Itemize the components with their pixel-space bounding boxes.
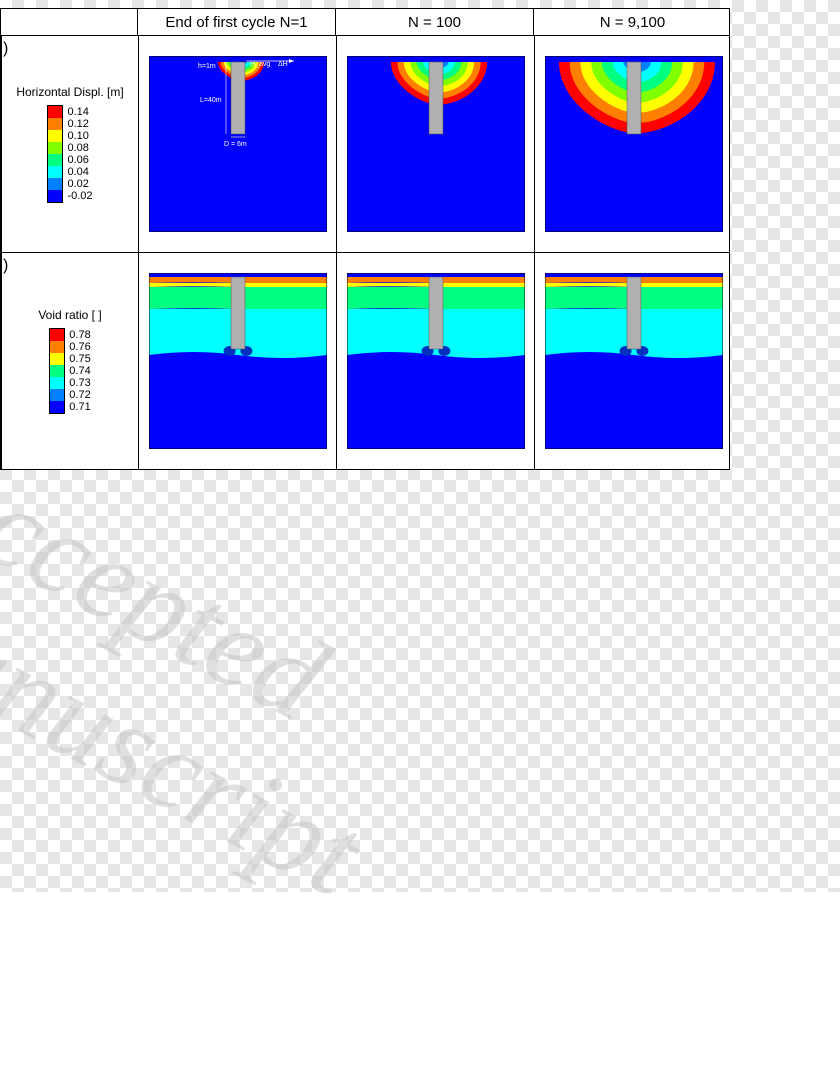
scale-label: 0.14 xyxy=(67,106,92,118)
scale-label: 0.73 xyxy=(69,377,90,389)
header-col-0: End of first cycle N=1 xyxy=(137,9,335,35)
plot-r0c1 xyxy=(336,36,534,252)
swatch xyxy=(48,166,62,178)
swatch xyxy=(48,190,62,202)
colorbar-1: 0.780.760.750.740.730.720.71 xyxy=(49,328,90,414)
scale-label: 0.06 xyxy=(67,154,92,166)
legend-displacement: Horizontal Displ. [m] 0.140.120.100.080.… xyxy=(1,36,138,252)
plot-r1c2 xyxy=(534,253,732,469)
scale-label: 0.02 xyxy=(67,178,92,190)
scale-label: 0.08 xyxy=(67,142,92,154)
swatch xyxy=(50,329,64,341)
swatch xyxy=(48,130,62,142)
swatch xyxy=(50,401,64,413)
swatch xyxy=(48,178,62,190)
swatch xyxy=(50,377,64,389)
scale-label: 0.04 xyxy=(67,166,92,178)
svg-text:h=1m: h=1m xyxy=(198,63,216,70)
figure-grid: End of first cycle N=1 N = 100 N = 9,100… xyxy=(0,8,730,470)
svg-text:L=40m: L=40m xyxy=(200,97,222,104)
plot-r1c1 xyxy=(336,253,534,469)
scale-label: 0.76 xyxy=(69,341,90,353)
swatch xyxy=(48,118,62,130)
scale-label: 0.75 xyxy=(69,353,90,365)
header-col-2: N = 9,100 xyxy=(533,9,731,35)
colorbar-0: 0.140.120.100.080.060.040.02-0.02 xyxy=(47,105,92,203)
row-displacement: ) Horizontal Displ. [m] 0.140.120.100.08… xyxy=(1,35,729,252)
scale-label: 0.74 xyxy=(69,365,90,377)
swatch xyxy=(50,341,64,353)
row-voidratio: ) Void ratio [ ] 0.780.760.750.740.730.7… xyxy=(1,252,729,469)
svg-text:H_avg: H_avg xyxy=(250,61,270,68)
swatch xyxy=(50,353,64,365)
legend-title-1: Void ratio [ ] xyxy=(38,308,101,322)
row-paren-0: ) xyxy=(3,40,8,58)
scale-label: 0.71 xyxy=(69,401,90,413)
scale-label: -0.02 xyxy=(67,190,92,202)
row-paren-1: ) xyxy=(3,257,8,275)
plot-r1c0 xyxy=(138,253,336,469)
svg-text:ΔH: ΔH xyxy=(278,61,288,68)
legend-title-0: Horizontal Displ. [m] xyxy=(16,85,123,99)
swatch xyxy=(48,154,62,166)
header-row: End of first cycle N=1 N = 100 N = 9,100 xyxy=(1,8,729,35)
scale-label: 0.78 xyxy=(69,329,90,341)
swatch xyxy=(50,365,64,377)
scale-label: 0.72 xyxy=(69,389,90,401)
swatch xyxy=(48,142,62,154)
scale-label: 0.10 xyxy=(67,130,92,142)
header-blank xyxy=(1,9,137,35)
swatch xyxy=(48,106,62,118)
scale-label: 0.12 xyxy=(67,118,92,130)
plot-r0c2 xyxy=(534,36,732,252)
plot-r0c0: h=1m H_avg ΔH L=40m D = 6m xyxy=(138,36,336,252)
header-col-1: N = 100 xyxy=(335,9,533,35)
legend-voidratio: Void ratio [ ] 0.780.760.750.740.730.720… xyxy=(1,253,138,469)
svg-text:D = 6m: D = 6m xyxy=(224,141,247,148)
swatch xyxy=(50,389,64,401)
watermark: Accepted Manuscript xyxy=(0,420,737,1077)
